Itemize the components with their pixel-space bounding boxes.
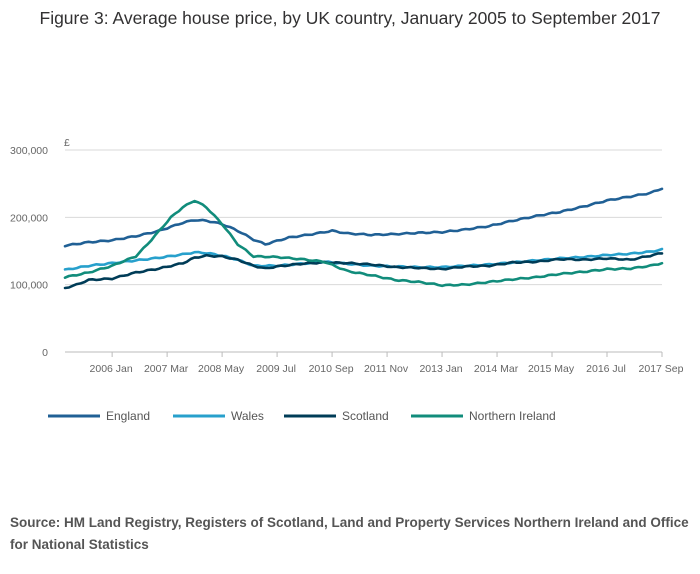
x-tick-label: 2013 Jan [419,363,462,375]
x-tick-label: 2008 May [198,363,245,375]
legend-item-wales[interactable]: Wales [173,409,264,423]
x-tick-label: 2017 Sep [639,363,684,375]
y-axis-unit-label: £ [64,137,70,149]
legend-item-northern-ireland[interactable]: Northern Ireland [411,409,556,423]
series-line-northern-ireland [63,199,664,288]
legend[interactable]: England Wales Scotland Northern Ireland [48,409,556,423]
x-tick-label: 2006 Jan [90,363,133,375]
series-line-england [63,187,664,248]
y-tick-label: 0 [42,347,48,359]
chart-title: Figure 3: Average house price, by UK cou… [39,8,661,28]
x-tick-label: 2016 Jul [586,363,626,375]
gridlines [65,149,662,353]
series-lines [63,187,664,290]
source-note: Source: HM Land Registry, Registers of S… [10,515,689,552]
x-tick-label: 2011 Nov [364,363,409,375]
x-tick-label: 2007 Mar [144,363,189,375]
series-line-scotland [63,252,664,290]
x-tick-label: 2009 Jul [256,363,296,375]
x-tick-label: 2015 May [528,363,575,375]
legend-label: England [106,409,150,423]
y-tick-label: 300,000 [10,145,48,157]
y-tick-label: 100,000 [10,280,48,292]
y-tick-label: 200,000 [10,212,48,224]
legend-label: Wales [231,409,264,423]
axes: 0 100,000 200,000 300,000 £2006 Jan 2007 Mar 2… [10,137,684,375]
x-tick-label: 2010 Sep [309,363,354,375]
legend-label: Scotland [342,409,389,423]
legend-item-england[interactable]: England [48,409,150,423]
series-line-wales [63,247,664,271]
legend-item-scotland[interactable]: Scotland [284,409,389,423]
x-tick-label: 2014 Mar [474,363,519,375]
legend-label: Northern Ireland [469,409,556,423]
